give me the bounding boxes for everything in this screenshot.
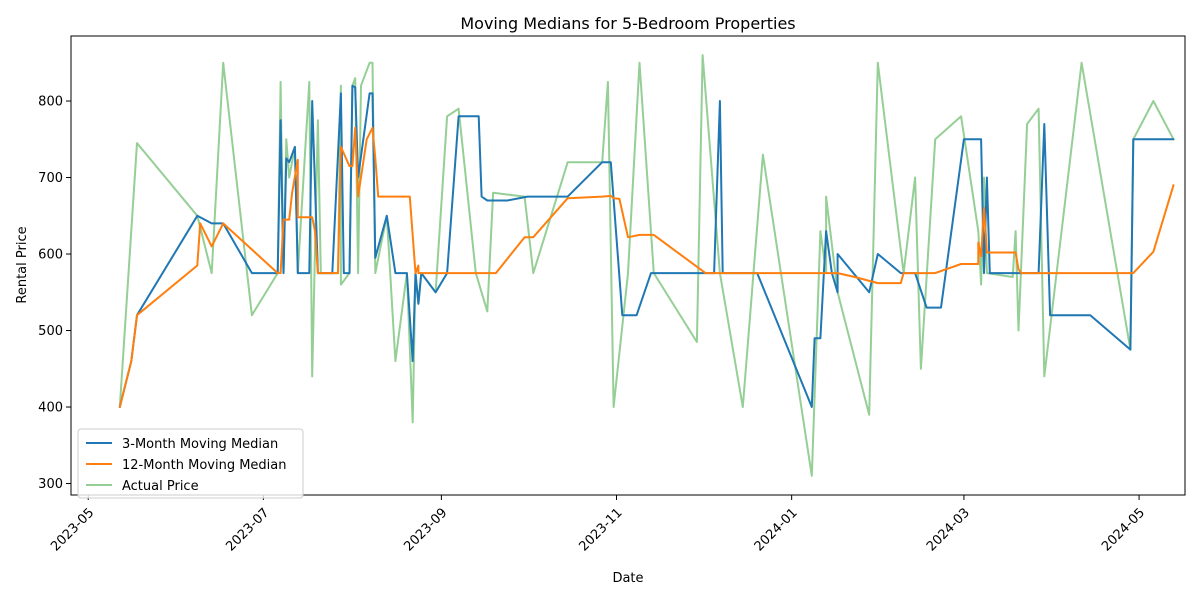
legend-box bbox=[77, 428, 304, 499]
legend: 3-Month Moving Median 12-Month Moving Med… bbox=[77, 428, 304, 499]
legend-label: 3-Month Moving Median bbox=[122, 437, 278, 452]
y-tick-label: 800 bbox=[38, 95, 63, 110]
y-tick-label: 700 bbox=[38, 171, 63, 186]
x-axis-title: Date bbox=[612, 571, 643, 586]
series-line-1 bbox=[118, 84, 1175, 408]
y-axis-title: Rental Price bbox=[15, 226, 30, 303]
y-tick-label: 600 bbox=[38, 248, 63, 263]
y-tick-label: 400 bbox=[38, 401, 63, 416]
y-axis: 300 400 500 600 700 800 bbox=[38, 95, 71, 492]
legend-label: Actual Price bbox=[122, 479, 199, 494]
series-line-2 bbox=[118, 126, 1175, 408]
axes-frame bbox=[70, 35, 1186, 496]
chart-title: Moving Medians for 5-Bedroom Properties bbox=[460, 14, 795, 33]
plot-area bbox=[118, 54, 1175, 477]
y-tick-label: 500 bbox=[38, 324, 63, 339]
legend-label: 12-Month Moving Median bbox=[122, 458, 287, 473]
y-tick-label: 300 bbox=[38, 477, 63, 492]
